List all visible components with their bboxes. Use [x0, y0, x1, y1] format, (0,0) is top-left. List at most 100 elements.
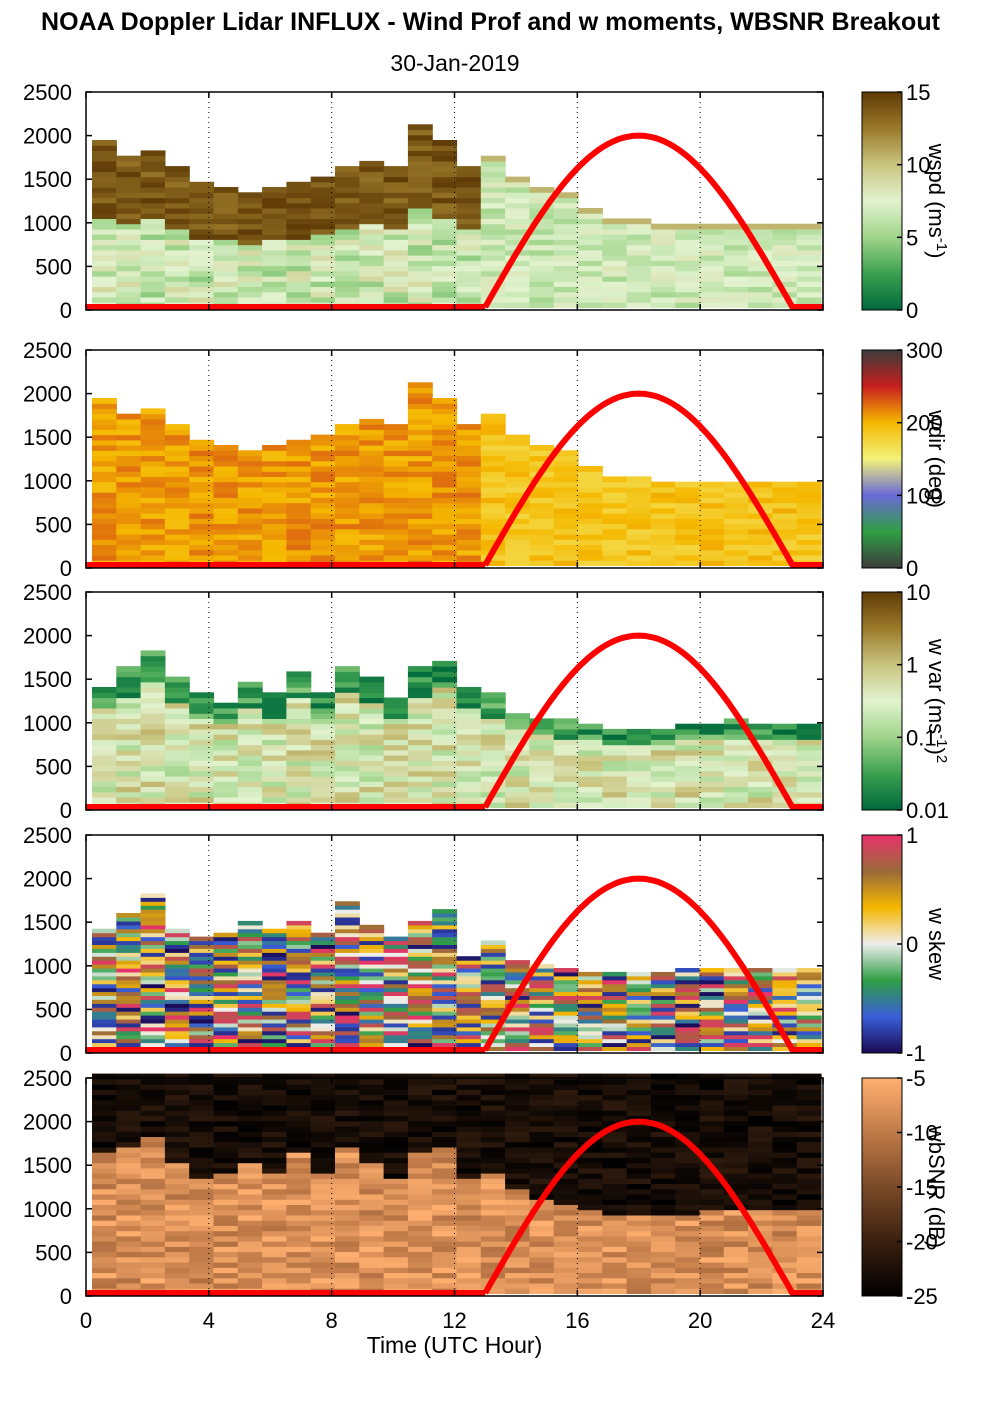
heatmap-cell	[383, 544, 409, 551]
heatmap-cell	[578, 486, 603, 493]
heatmap-cell	[529, 518, 555, 525]
heatmap-cell	[456, 234, 482, 240]
heatmap-cell	[213, 723, 239, 730]
heatmap-cell	[699, 987, 725, 993]
heatmap-cell	[359, 418, 385, 425]
heatmap-cell	[456, 1256, 482, 1263]
heatmap-cell	[432, 244, 458, 251]
heatmap-cell	[675, 1038, 701, 1044]
heatmap-cell	[359, 492, 385, 498]
heatmap-cell	[116, 776, 142, 782]
heatmap-cell	[383, 1241, 409, 1247]
heatmap-cell	[796, 1194, 822, 1200]
heatmap-cell	[699, 1152, 725, 1158]
heatmap-cell	[699, 1073, 725, 1080]
heatmap-cell	[164, 197, 190, 204]
heatmap-cell	[796, 1251, 822, 1258]
heatmap-cell	[335, 1277, 360, 1284]
heatmap-cell	[164, 239, 190, 246]
heatmap-cell	[140, 991, 166, 996]
heatmap-cell	[407, 455, 433, 462]
heatmap-cell	[359, 549, 385, 556]
heatmap-cell	[92, 176, 117, 183]
heatmap-cell	[723, 291, 749, 298]
heatmap-cell	[480, 260, 506, 267]
heatmap-cell	[456, 1030, 482, 1036]
heatmap-cell	[335, 296, 360, 303]
heatmap-cell	[748, 1209, 773, 1216]
heatmap-cell	[140, 796, 166, 803]
heatmap-cell	[286, 687, 312, 693]
heatmap-cell	[723, 1015, 749, 1020]
heatmap-cell	[578, 1183, 603, 1190]
heatmap-cell	[529, 739, 555, 746]
heatmap-cell	[480, 244, 506, 251]
heatmap-cell	[650, 1194, 676, 1200]
heatmap-cell	[407, 760, 433, 767]
heatmap-cell	[456, 471, 482, 477]
heatmap-cell	[92, 265, 117, 272]
heatmap-cell	[723, 995, 749, 1000]
heatmap-cell	[383, 249, 409, 256]
heatmap-cell	[213, 760, 239, 767]
heatmap-cell	[553, 1178, 579, 1185]
heatmap-cell	[359, 936, 385, 942]
heatmap-cell	[359, 1141, 385, 1148]
heatmap-cell	[140, 486, 166, 493]
heatmap-cell	[456, 770, 482, 777]
heatmap-cell	[748, 1073, 773, 1080]
heatmap-cell	[213, 528, 239, 535]
heatmap-cell	[164, 1246, 190, 1253]
heatmap-cell	[432, 1073, 458, 1080]
heatmap-cell	[213, 476, 239, 483]
heatmap-cell	[262, 1194, 287, 1200]
heatmap-cell	[505, 554, 530, 561]
heatmap-cell	[772, 1256, 798, 1263]
heatmap-cell	[164, 1007, 190, 1012]
heatmap-cell	[432, 534, 458, 540]
heatmap-cell	[432, 1078, 458, 1085]
heatmap-cell	[310, 434, 336, 441]
heatmap-cell	[92, 1094, 117, 1101]
heatmap-cell	[529, 528, 555, 535]
heatmap-cell	[529, 1251, 555, 1258]
heatmap-cell	[262, 1022, 287, 1028]
heatmap-cell	[164, 1105, 190, 1111]
heatmap-cell	[456, 176, 482, 183]
heatmap-cell	[164, 964, 190, 969]
heatmap-cell	[213, 1030, 239, 1036]
heatmap-cell	[164, 956, 190, 961]
heatmap-cell	[432, 507, 458, 514]
heatmap-cell	[164, 697, 190, 704]
heatmap-cell	[553, 1094, 579, 1101]
heatmap-cell	[407, 439, 433, 446]
heatmap-cell	[505, 1038, 530, 1044]
heatmap-cell	[335, 281, 360, 287]
y-tick-label: 500	[35, 1240, 72, 1265]
heatmap-cell	[92, 1235, 117, 1242]
heatmap-cell	[699, 1246, 725, 1253]
heatmap-cell	[602, 975, 628, 981]
heatmap-cell	[796, 296, 822, 303]
heatmap-cell	[92, 1183, 117, 1190]
heatmap-cell	[699, 528, 725, 535]
heatmap-cell	[699, 1084, 725, 1090]
heatmap-cell	[407, 192, 433, 199]
heatmap-cell	[432, 218, 458, 225]
heatmap-cell	[529, 507, 555, 514]
heatmap-cell	[189, 1199, 215, 1205]
heatmap-cell	[310, 1256, 336, 1263]
heatmap-cell	[505, 1034, 530, 1040]
heatmap-cell	[310, 1141, 336, 1148]
heatmap-cell	[602, 1034, 628, 1040]
heatmap-cell	[116, 917, 142, 922]
heatmap-cell	[359, 1199, 385, 1205]
heatmap-cell	[675, 223, 701, 230]
heatmap-cell	[286, 1209, 312, 1216]
heatmap-cell	[335, 1094, 360, 1101]
heatmap-cell	[116, 697, 142, 704]
heatmap-cell	[237, 244, 263, 251]
heatmap-cell	[262, 1007, 287, 1012]
heatmap-cell	[140, 1251, 166, 1258]
heatmap-cell	[723, 255, 749, 261]
